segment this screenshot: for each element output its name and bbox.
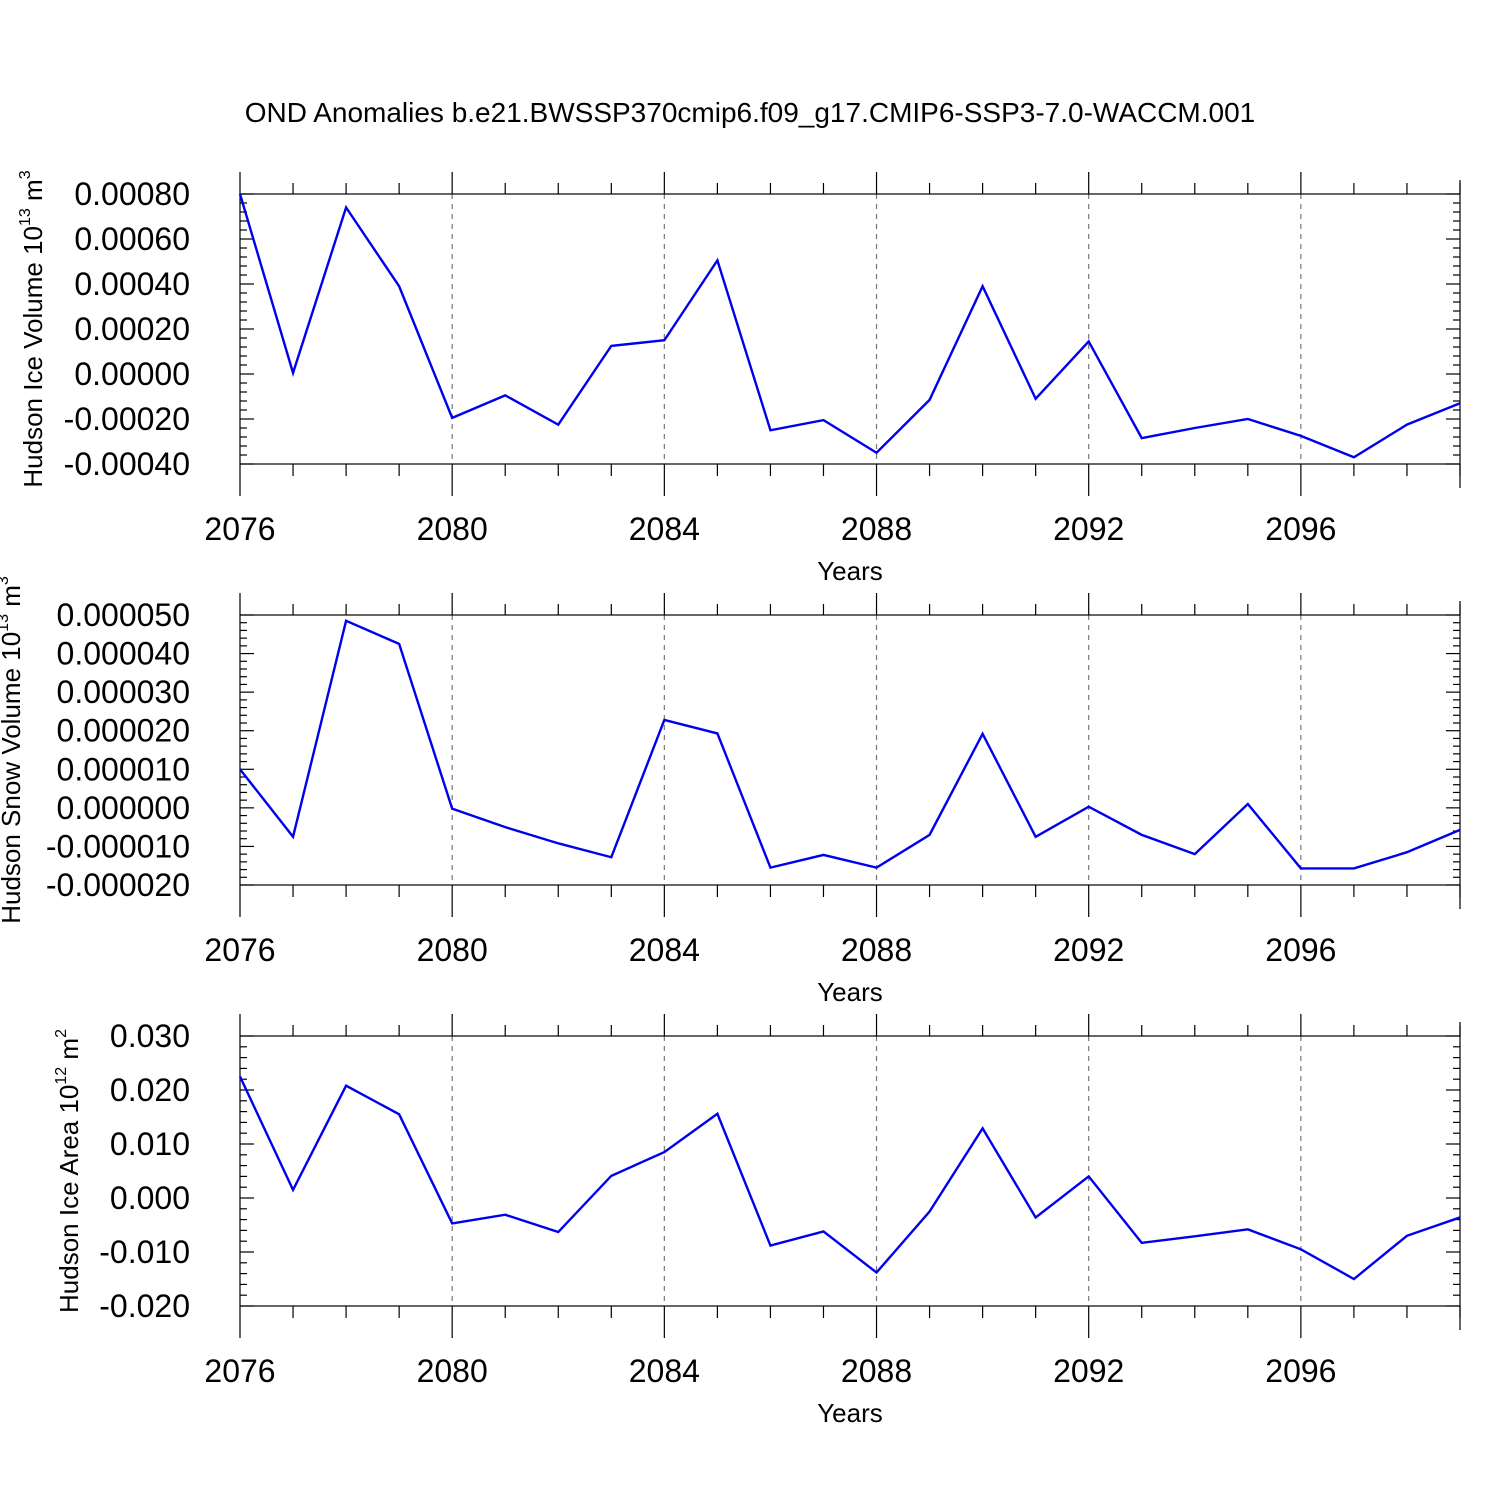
y-tick-label: 0.030 bbox=[110, 1018, 190, 1054]
x-tick-label: 2080 bbox=[417, 511, 488, 547]
y-tick-label: -0.010 bbox=[99, 1234, 190, 1270]
y-tick-label: 0.010 bbox=[110, 1126, 190, 1162]
series-line bbox=[239, 619, 1461, 870]
chart-title: OND Anomalies b.e21.BWSSP370cmip6.f09_g1… bbox=[245, 97, 1256, 128]
x-tick-label: 2084 bbox=[629, 932, 700, 968]
y-tick-label: 0.000 bbox=[110, 1180, 190, 1216]
y-tick-label: 0.00000 bbox=[74, 356, 190, 392]
y-tick-label: 0.000000 bbox=[57, 790, 190, 826]
y-tick-label: 0.00080 bbox=[74, 176, 190, 212]
x-tick-label: 2088 bbox=[841, 1353, 912, 1389]
x-tick-label: 2076 bbox=[204, 511, 275, 547]
y-tick-label: 0.000020 bbox=[57, 713, 190, 749]
plot-frame bbox=[239, 614, 1461, 886]
x-tick-label: 2096 bbox=[1265, 1353, 1336, 1389]
y-axis-label: Hudson Ice Volume 1013 m3 bbox=[17, 170, 48, 487]
series-line bbox=[238, 1075, 1461, 1281]
y-tick-label: 0.000030 bbox=[57, 674, 190, 710]
y-tick-label: 0.020 bbox=[110, 1072, 190, 1108]
x-axis-label: Years bbox=[817, 1398, 883, 1428]
y-axis-label: Hudson Ice Area 1012 m2 bbox=[53, 1029, 84, 1313]
panel-2: 0.0000500.0000400.0000300.0000200.000010… bbox=[0, 576, 1461, 1007]
y-tick-label: 0.00060 bbox=[74, 221, 190, 257]
y-tick-label: 0.000050 bbox=[57, 597, 190, 633]
y-axis-label: Hudson Snow Volume 1013 m3 bbox=[0, 576, 26, 924]
series-line bbox=[238, 193, 1461, 459]
y-tick-label: 0.000010 bbox=[57, 751, 190, 787]
x-tick-label: 2076 bbox=[204, 932, 275, 968]
x-axis-label: Years bbox=[817, 977, 883, 1007]
y-tick-label: 0.00040 bbox=[74, 266, 190, 302]
x-tick-label: 2076 bbox=[204, 1353, 275, 1389]
plot-frame bbox=[239, 193, 1461, 465]
y-tick-label: -0.000020 bbox=[46, 867, 190, 903]
y-tick-label: -0.020 bbox=[99, 1288, 190, 1324]
x-tick-label: 2080 bbox=[417, 932, 488, 968]
panel-3: 0.030 0.020 0.010 0.000 -0.010 -0.020 2076 2080… bbox=[53, 1014, 1461, 1428]
x-tick-label: 2092 bbox=[1053, 1353, 1124, 1389]
x-tick-label: 2088 bbox=[841, 511, 912, 547]
x-tick-label: 2088 bbox=[841, 932, 912, 968]
y-tick-label: -0.00020 bbox=[64, 401, 190, 437]
x-tick-label: 2080 bbox=[417, 1353, 488, 1389]
x-tick-label: 2084 bbox=[629, 1353, 700, 1389]
y-tick-label: 0.000040 bbox=[57, 636, 190, 672]
x-tick-label: 2084 bbox=[629, 511, 700, 547]
x-tick-label: 2096 bbox=[1265, 511, 1336, 547]
y-tick-label: -0.00040 bbox=[64, 446, 190, 482]
plot-frame bbox=[239, 1035, 1461, 1307]
y-tick-label: -0.000010 bbox=[46, 828, 190, 864]
panel-1: 0.00080 0.00060 0.00040 0.00020 0.00000 -0.00… bbox=[17, 170, 1461, 586]
x-axis-label: Years bbox=[817, 556, 883, 586]
x-tick-label: 2092 bbox=[1053, 511, 1124, 547]
y-tick-label: 0.00020 bbox=[74, 311, 190, 347]
x-tick-label: 2096 bbox=[1265, 932, 1336, 968]
x-tick-label: 2092 bbox=[1053, 932, 1124, 968]
